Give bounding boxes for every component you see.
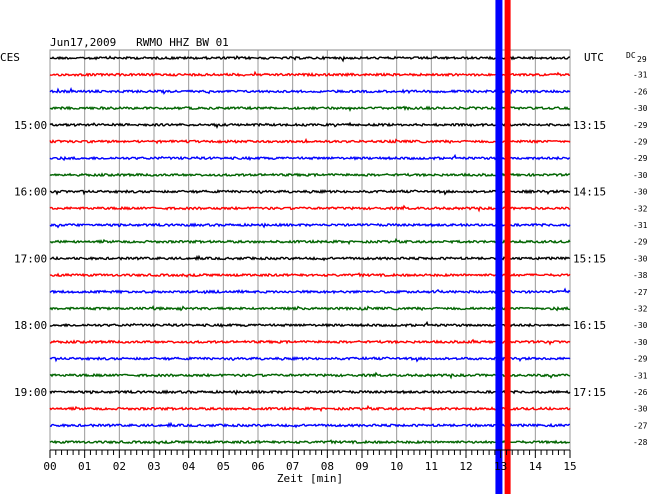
seismic-trace <box>49 171 571 178</box>
x-tick-label: 04 <box>182 460 196 473</box>
dc-offset-label: -31 <box>633 371 648 380</box>
x-tick-label: 01 <box>78 460 91 473</box>
seismic-trace <box>49 222 571 229</box>
seismic-trace <box>49 272 571 278</box>
dc-offset-label: -29 <box>633 238 648 247</box>
event-band-blue <box>495 0 503 494</box>
dc-offset-header: DC <box>626 51 636 60</box>
dc-offset-label: -29 <box>633 355 648 364</box>
seismic-trace <box>49 87 571 95</box>
seismic-trace <box>49 305 571 312</box>
dc-offset-label: -28 <box>633 438 648 447</box>
time-labels: 15:00 16:00 17:00 18:00 19:00 13:15 14:15 15:15… <box>14 55 648 447</box>
right-time-label: 15:15 <box>573 252 606 265</box>
dc-offset-label: -26 <box>633 388 648 397</box>
left-time-label: 17:00 <box>14 252 47 265</box>
seismic-trace <box>49 287 571 295</box>
chart-title: Jun17,2009 RWMO HHZ BW 01 <box>50 36 229 49</box>
right-time-label: 14:15 <box>573 186 606 199</box>
dc-offset-label: -31 <box>633 221 648 230</box>
dc-offset-label: -26 <box>633 87 648 96</box>
seismic-trace <box>49 320 571 328</box>
x-tick-label: 10 <box>390 460 403 473</box>
left-time-label: 15:00 <box>14 119 47 132</box>
dc-offset-label: -27 <box>633 288 648 297</box>
dc-offset-label: -31 <box>633 71 648 80</box>
x-tick-label: 15 <box>563 460 576 473</box>
dc-offset-label: -29 <box>633 121 648 130</box>
seismic-trace <box>49 371 571 380</box>
seismic-trace <box>49 121 571 130</box>
left-time-label: 16:00 <box>14 186 47 199</box>
dc-offset-label: -29 <box>633 154 648 163</box>
x-tick-label: 07 <box>286 460 299 473</box>
dc-offset-label: -30 <box>633 321 648 330</box>
seismic-trace <box>49 70 571 78</box>
x-tick-label: 03 <box>147 460 160 473</box>
dc-offset-label: -30 <box>633 338 648 347</box>
right-time-label: 17:15 <box>573 386 606 399</box>
x-axis-label: Zeit [min] <box>277 472 343 485</box>
x-axis: 00 01 02 03 04 05 06 07 08 09 10 11 12 13 14 15 <box>43 449 577 473</box>
seismic-trace <box>49 105 571 112</box>
plot-frame <box>49 49 571 451</box>
left-timezone-label: CES <box>0 51 20 64</box>
seismic-trace <box>49 204 571 213</box>
dc-offset-label: -38 <box>633 271 648 280</box>
x-tick-label: 12 <box>459 460 472 473</box>
left-time-label: 18:00 <box>14 319 47 332</box>
dc-offset-label: -30 <box>633 104 648 113</box>
seismic-trace <box>49 421 571 429</box>
x-tick-label: 00 <box>43 460 56 473</box>
seismic-trace <box>49 404 571 413</box>
event-band-red <box>504 0 511 494</box>
dc-offset-label: -30 <box>633 188 648 197</box>
right-timezone-label: UTC <box>584 51 604 64</box>
seismic-trace <box>49 439 571 445</box>
x-tick-label: 05 <box>217 460 230 473</box>
dc-offset-label: -32 <box>633 305 648 314</box>
dc-offset-label: -30 <box>633 254 648 263</box>
right-time-label: 16:15 <box>573 319 606 332</box>
earthquake-event <box>495 0 511 494</box>
dc-offset-label: 29 <box>637 55 647 64</box>
dc-offset-label: -30 <box>633 171 648 180</box>
dc-offset-label: -32 <box>633 204 648 213</box>
seismic-traces <box>49 55 571 445</box>
x-tick-label: 14 <box>529 460 543 473</box>
seismic-trace <box>49 355 571 363</box>
seismic-trace <box>49 188 571 196</box>
plot-grid <box>49 49 571 451</box>
seismic-trace <box>49 137 571 145</box>
seismic-trace <box>49 389 571 396</box>
x-tick-label: 13 <box>494 460 507 473</box>
right-time-label: 13:15 <box>573 119 606 132</box>
seismic-trace <box>49 237 571 246</box>
seismic-trace <box>49 55 571 63</box>
seismic-trace <box>49 254 571 262</box>
x-tick-label: 06 <box>251 460 264 473</box>
dc-offset-label: -29 <box>633 138 648 147</box>
x-tick-label: 08 <box>321 460 334 473</box>
dc-offset-label: -30 <box>633 405 648 414</box>
left-time-label: 19:00 <box>14 386 47 399</box>
seismic-trace <box>49 153 571 162</box>
x-tick-label: 02 <box>113 460 126 473</box>
x-tick-label: 09 <box>355 460 368 473</box>
dc-offset-label: -27 <box>633 421 648 430</box>
seismic-trace <box>49 338 571 346</box>
x-tick-label: 11 <box>425 460 438 473</box>
